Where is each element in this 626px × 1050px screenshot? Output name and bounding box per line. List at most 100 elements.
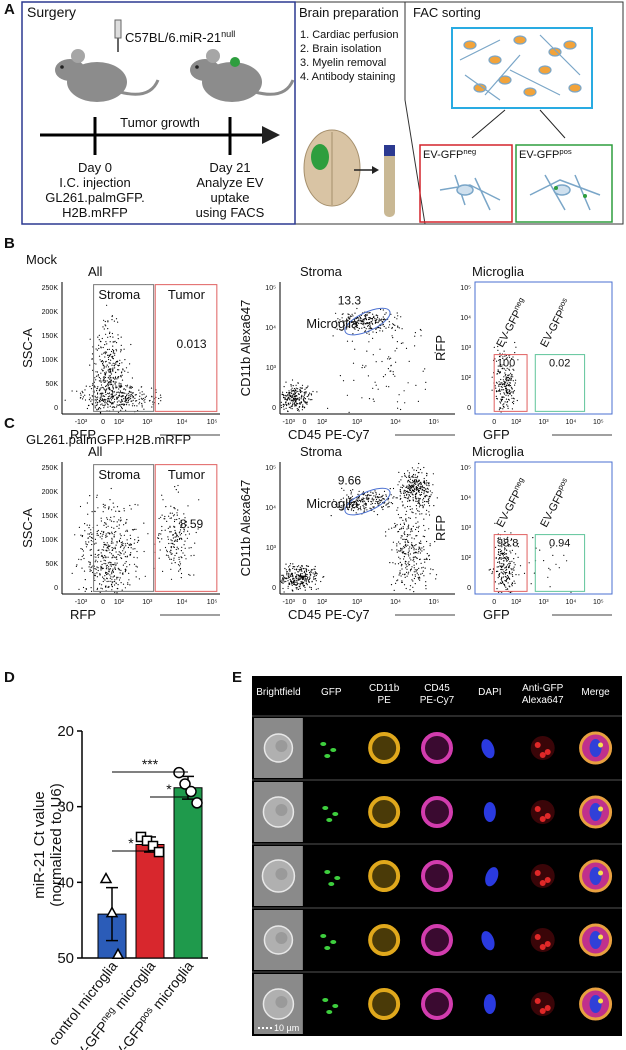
event — [399, 523, 402, 526]
event — [377, 321, 379, 323]
event — [501, 386, 503, 388]
event — [400, 316, 402, 318]
event — [500, 578, 502, 581]
event — [97, 569, 99, 572]
event — [113, 406, 115, 408]
event — [295, 584, 297, 586]
event — [372, 319, 374, 321]
event — [513, 369, 515, 371]
event — [396, 341, 398, 343]
event — [91, 358, 93, 360]
event — [412, 494, 414, 496]
event — [85, 543, 87, 545]
event — [425, 513, 427, 515]
event — [505, 586, 507, 588]
event — [287, 394, 289, 396]
event — [364, 330, 366, 332]
event — [104, 380, 107, 382]
event — [292, 590, 294, 592]
event — [172, 537, 174, 539]
event — [104, 507, 106, 509]
event — [429, 496, 431, 498]
event — [172, 546, 174, 548]
gate — [154, 284, 218, 412]
event — [337, 321, 340, 323]
event — [504, 575, 506, 578]
event — [550, 547, 552, 549]
event — [133, 542, 135, 544]
event — [115, 385, 117, 387]
event — [296, 408, 298, 410]
event — [89, 364, 91, 366]
event — [415, 483, 417, 485]
event — [375, 491, 377, 494]
signal — [326, 818, 333, 822]
event — [335, 320, 337, 322]
event — [104, 400, 106, 402]
event — [120, 383, 122, 385]
event — [412, 511, 414, 514]
event — [402, 547, 404, 549]
event — [372, 492, 374, 494]
event — [292, 581, 294, 583]
mouse — [190, 49, 295, 102]
tick-label: -10³ — [283, 599, 296, 606]
event — [78, 558, 80, 560]
event — [100, 347, 102, 349]
event — [402, 527, 404, 530]
event — [399, 495, 401, 497]
event — [96, 572, 98, 574]
event — [510, 386, 512, 388]
event — [507, 541, 509, 543]
event — [294, 579, 296, 581]
event — [105, 399, 107, 401]
event — [366, 496, 368, 498]
event — [418, 542, 420, 544]
event — [129, 534, 131, 536]
event — [500, 365, 502, 368]
event — [407, 481, 409, 483]
event — [515, 574, 517, 576]
event — [173, 544, 175, 546]
event — [413, 564, 415, 566]
event — [290, 400, 292, 402]
event — [507, 405, 509, 407]
event — [88, 561, 90, 563]
event — [411, 574, 414, 576]
event — [305, 575, 307, 578]
event — [115, 348, 117, 351]
event — [119, 546, 122, 548]
event — [555, 563, 557, 565]
event — [95, 556, 97, 558]
event — [512, 356, 514, 358]
event — [111, 549, 114, 551]
event — [502, 405, 505, 408]
event — [130, 393, 133, 395]
event — [107, 525, 109, 527]
event — [294, 568, 296, 571]
event — [286, 398, 289, 401]
event — [132, 403, 134, 405]
event — [122, 395, 124, 397]
event — [420, 484, 422, 486]
event — [128, 572, 130, 575]
event — [107, 366, 110, 368]
event — [285, 398, 287, 401]
event — [169, 526, 171, 528]
event — [104, 320, 106, 323]
event — [159, 394, 162, 396]
event — [193, 574, 195, 576]
event — [363, 324, 365, 326]
event — [412, 545, 414, 547]
event — [506, 401, 509, 403]
event — [128, 544, 130, 546]
event — [498, 409, 500, 411]
event — [315, 588, 317, 590]
event — [135, 528, 137, 530]
event — [173, 507, 175, 509]
event — [158, 557, 160, 559]
event — [415, 498, 417, 500]
signal — [534, 742, 541, 748]
event — [113, 350, 115, 352]
event — [94, 395, 96, 397]
